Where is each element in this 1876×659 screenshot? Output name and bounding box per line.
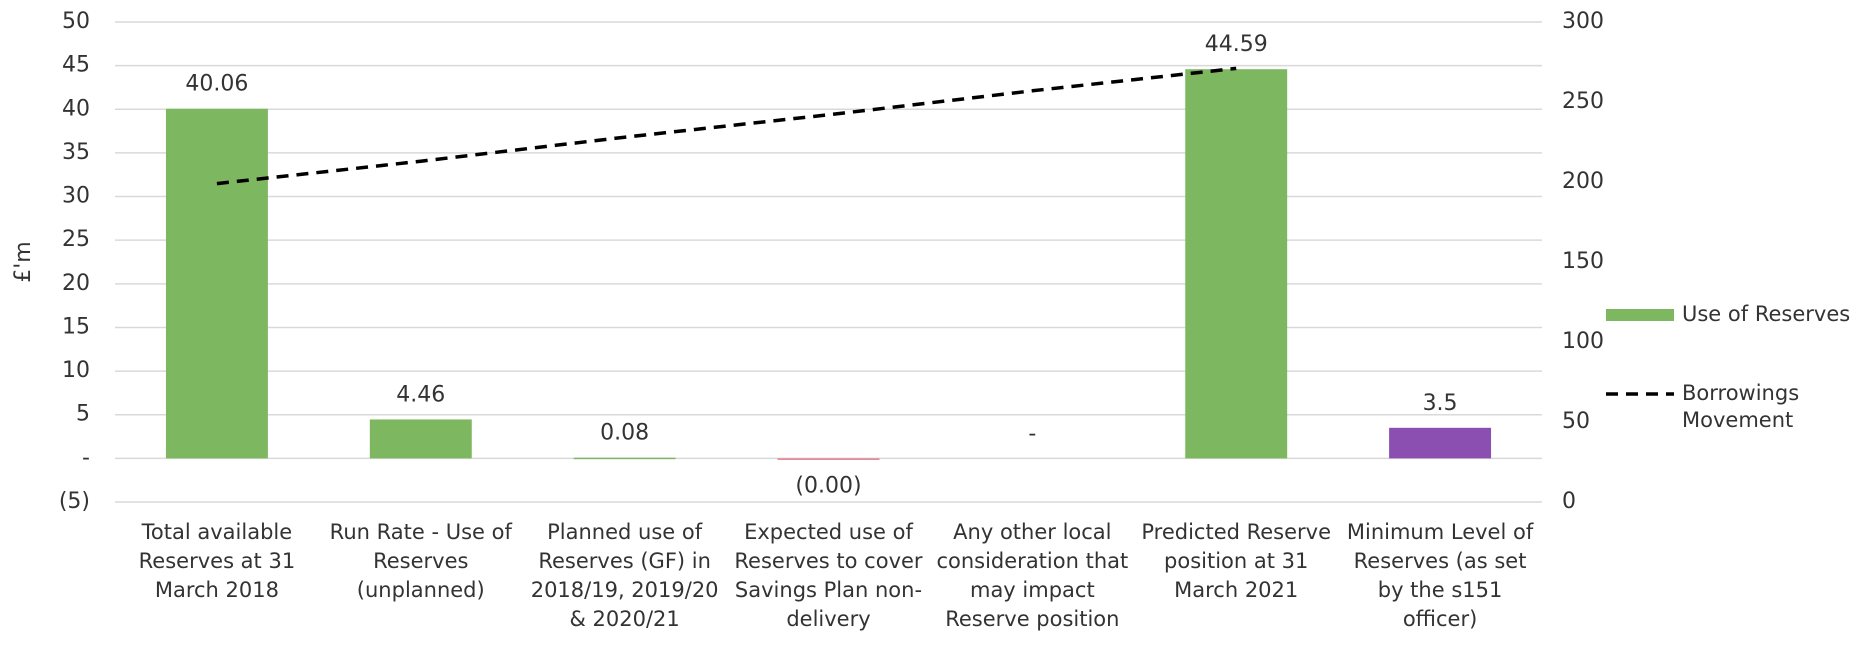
bar bbox=[369, 419, 472, 459]
x-tick-label: Planned use of Reserves (GF) in 2018/19,… bbox=[530, 520, 719, 631]
y-tick-label: 25 bbox=[62, 227, 90, 252]
y-tick-label: 20 bbox=[62, 271, 90, 296]
x-tick-label: Any other local consideration that may i… bbox=[936, 520, 1129, 631]
y-tick-label: 30 bbox=[62, 184, 90, 209]
data-label: 40.06 bbox=[185, 72, 248, 97]
x-tick-label: Expected use of Reserves to cover Saving… bbox=[734, 520, 923, 631]
y-tick-label: 40 bbox=[62, 96, 90, 121]
bar bbox=[1185, 69, 1288, 459]
data-label: 3.5 bbox=[1423, 391, 1458, 416]
data-label: 44.59 bbox=[1205, 32, 1268, 57]
data-label: 4.46 bbox=[396, 382, 445, 407]
data-label: 0.08 bbox=[600, 421, 649, 446]
y-tick-label: 15 bbox=[62, 314, 90, 339]
x-tick-label: Minimum Level of Reserves (as set by the… bbox=[1346, 520, 1534, 631]
bar bbox=[1389, 427, 1492, 459]
y-tick-label: 50 bbox=[62, 9, 90, 34]
legend-swatch bbox=[1606, 309, 1674, 321]
bar bbox=[573, 457, 676, 460]
bar bbox=[777, 458, 880, 460]
y2-tick-label: 250 bbox=[1562, 89, 1604, 114]
y-tick-label: 45 bbox=[62, 53, 90, 78]
y-tick-label: 35 bbox=[62, 140, 90, 165]
y2-tick-label: 100 bbox=[1562, 329, 1604, 354]
bar bbox=[165, 108, 268, 459]
y2-tick-label: 50 bbox=[1562, 409, 1590, 434]
y-tick-label: (5) bbox=[59, 489, 90, 514]
legend-label: Borrowings Movement bbox=[1682, 381, 1800, 432]
x-tick-label: Predicted Reserve position at 31 March 2… bbox=[1141, 520, 1332, 602]
data-label: (0.00) bbox=[795, 473, 861, 498]
y-tick-label: - bbox=[82, 445, 90, 470]
y2-tick-label: 150 bbox=[1562, 249, 1604, 274]
line bbox=[216, 66, 1237, 186]
y-tick-label: 5 bbox=[76, 402, 90, 427]
y-tick-label: 10 bbox=[62, 358, 90, 383]
y2-tick-label: 200 bbox=[1562, 169, 1604, 194]
y2-tick-label: 0 bbox=[1562, 489, 1576, 514]
x-tick-label: Run Rate - Use of Reserves (unplanned) bbox=[329, 520, 512, 602]
data-label: - bbox=[1028, 421, 1036, 446]
x-tick-label: Total available Reserves at 31 March 201… bbox=[138, 520, 296, 602]
y2-tick-label: 300 bbox=[1562, 9, 1604, 34]
legend-label: Use of Reserves bbox=[1682, 302, 1851, 326]
y-axis-title: £'m bbox=[11, 241, 36, 282]
